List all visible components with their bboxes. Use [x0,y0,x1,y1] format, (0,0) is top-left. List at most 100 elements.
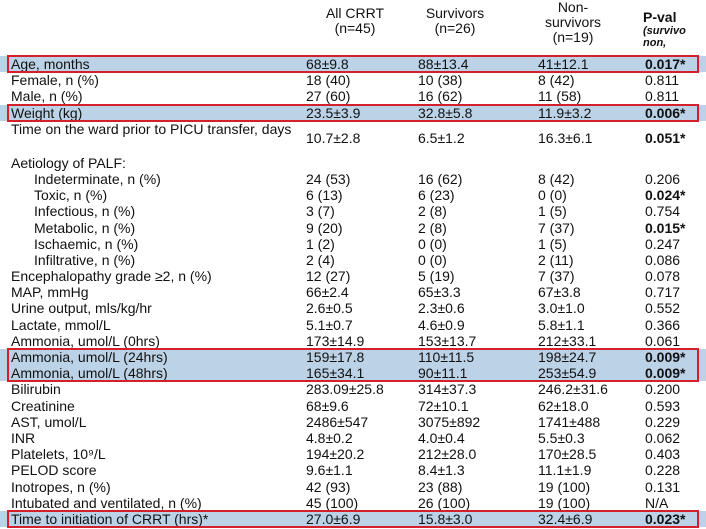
cell-value: 23.5±3.9 [306,104,361,121]
table-row: Age, months 68±9.8 88±13.4 41±12.1 0.017* [0,56,706,73]
cell-value: 24 (53) [306,170,351,187]
cell-value: 10 (38) [418,72,463,89]
p-value: 0.228 [645,462,681,479]
table-row: Female, n (%) 18 (40) 10 (38) 8 (42) 0.811 [0,72,706,88]
cell-value: 15.8±3.0 [418,510,473,527]
row-label: Weight (kg) [11,104,83,121]
header-line: non, [643,37,667,49]
cell-value: 3075±892 [418,413,481,430]
table-row: Metabolic, n (%) 9 (20) 2 (8) 7 (37) 0.015* [0,220,706,236]
row-label: Aetiology of PALF: [11,154,126,171]
p-value: 0.061 [645,332,681,349]
cell-value: 5.8±1.1 [538,316,585,333]
table-row: AST, umol/L 2486±547 3075±892 1741±488 0.229 [0,414,706,430]
cell-value: 3 (7) [306,203,335,220]
header-line: Survivors [425,5,485,21]
cell-value: 88±13.4 [418,56,469,72]
table-row: Encephalopathy grade ≥2, n (%) 12 (27) 5 (… [0,268,706,284]
row-label: Bilirubin [11,381,61,398]
cell-value: 8 (42) [538,72,575,89]
cell-value: 2 (4) [306,251,335,268]
cell-value: 32.8±5.8 [418,104,473,121]
cell-value: 23 (88) [418,478,463,495]
row-label: Female, n (%) [11,72,99,89]
cell-value: 12 (27) [306,268,351,285]
header-line: All CRRT [325,5,385,21]
cell-value: 6.5±1.2 [418,129,465,146]
table-row: Bilirubin 283.09±25.8 314±37.3 246.2±31.6 0.… [0,381,706,397]
header-line: (n=45) [334,20,376,36]
cell-value: 2 (11) [538,251,574,268]
table-row: Platelets, 10⁹/L 194±20.2 212±28.0 170±28.5… [0,446,706,462]
header-line: Non- [557,0,589,15]
row-label: Lactate, mmol/L [11,316,111,333]
table-row: Urine output, mls/kg/hr 2.6±0.5 2.3±0.6 3.0… [0,300,706,316]
cell-value: 9 (20) [306,219,343,236]
p-value: 0.229 [645,413,681,430]
p-value: 0.247 [645,235,681,252]
cell-value: 212±33.1 [538,332,597,349]
row-label: Platelets, 10⁹/L [11,446,106,463]
cell-value: 8.4±1.3 [418,462,465,479]
cell-value: 11.9±3.2 [538,104,592,121]
cell-value: 16 (62) [418,170,463,187]
cell-value: 65±3.3 [418,284,461,301]
cell-value: 7 (37) [538,268,575,285]
cell-value: 5 (19) [418,268,455,285]
table-row: MAP, mmHg 66±2.4 65±3.3 67±3.8 0.717 [0,284,706,300]
cell-value: 153±13.7 [418,332,477,349]
cell-value: 246.2±31.6 [538,381,608,398]
cell-value: 4.6±0.9 [418,316,465,333]
cell-value: 3.0±1.0 [538,300,585,317]
p-value: 0.009* [645,349,686,365]
table-row: Toxic, n (%) 6 (13) 6 (23) 0 (0) 0.024* [0,187,706,203]
row-label: Metabolic, n (%) [34,219,136,236]
cell-value: 2.3±0.6 [418,300,465,317]
cell-value: 5.1±0.7 [306,316,353,333]
cell-value: 32.4±6.9 [538,510,593,527]
row-label: Ammonia, umol/L (24hrs) [11,349,168,365]
table-row: Ammonia, umol/L (24hrs) 159±17.8 110±11.5 1… [0,349,706,366]
table-row: Infiltrative, n (%) 2 (4) 0 (0) 2 (11) 0.086 [0,252,706,268]
cell-value: 253±54.9 [538,365,597,382]
row-label: Male, n (%) [11,88,83,105]
table-row: Male, n (%) 27 (60) 16 (62) 11 (58) 0.811 [0,88,706,104]
table-row: Ammonia, umol/L (48hrs) 165±34.1 90±11.1 25… [0,365,706,382]
table-row: Indeterminate, n (%) 24 (53) 16 (62) 8 (42)… [0,171,706,187]
p-value: 0.023* [645,510,686,527]
cell-value: 165±34.1 [306,365,365,382]
row-label: Infectious, n (%) [34,203,136,220]
p-value: 0.024* [645,187,686,204]
p-value: 0.078 [645,268,681,285]
row-label: MAP, mmHg [11,284,89,301]
cell-value: 9.6±1.1 [306,462,353,479]
cell-value: 2.6±0.5 [306,300,353,317]
p-value: 0.366 [645,316,681,333]
cell-value: 1 (5) [538,235,567,252]
row-label: Infiltrative, n (%) [34,251,136,268]
p-value: 0.017* [645,56,686,72]
column-header: All CRRT (n=45) [300,6,410,36]
cell-value: 2 (8) [418,219,447,236]
cell-value: 2486±547 [306,413,369,430]
header-line: survivors [544,14,601,30]
column-header: P-val (survivo non, [643,10,706,50]
cell-value: 42 (93) [306,478,351,495]
p-value: 0.811 [645,72,679,89]
cell-value: 11 (58) [538,88,582,105]
cell-value: 1 (2) [306,235,335,252]
cell-value: 8 (42) [538,170,575,187]
table-body: Age, months 68±9.8 88±13.4 41±12.1 0.017* Fem… [0,56,706,528]
cell-value: 16.3±6.1 [538,129,593,146]
row-label: Encephalopathy grade ≥2, n (%) [11,268,212,285]
cell-value: 159±17.8 [306,349,365,365]
p-value: 0.062 [645,429,681,446]
cell-value: 16 (62) [418,88,463,105]
cell-value: 0 (0) [418,251,447,268]
row-label: Intubated and ventilated, n (%) [11,494,202,511]
p-value: 0.552 [645,300,681,317]
cell-value: 0 (0) [538,187,567,204]
cell-value: 45 (100) [306,494,359,511]
cell-value: 26 (100) [418,494,471,511]
cell-value: 41±12.1 [538,56,589,72]
